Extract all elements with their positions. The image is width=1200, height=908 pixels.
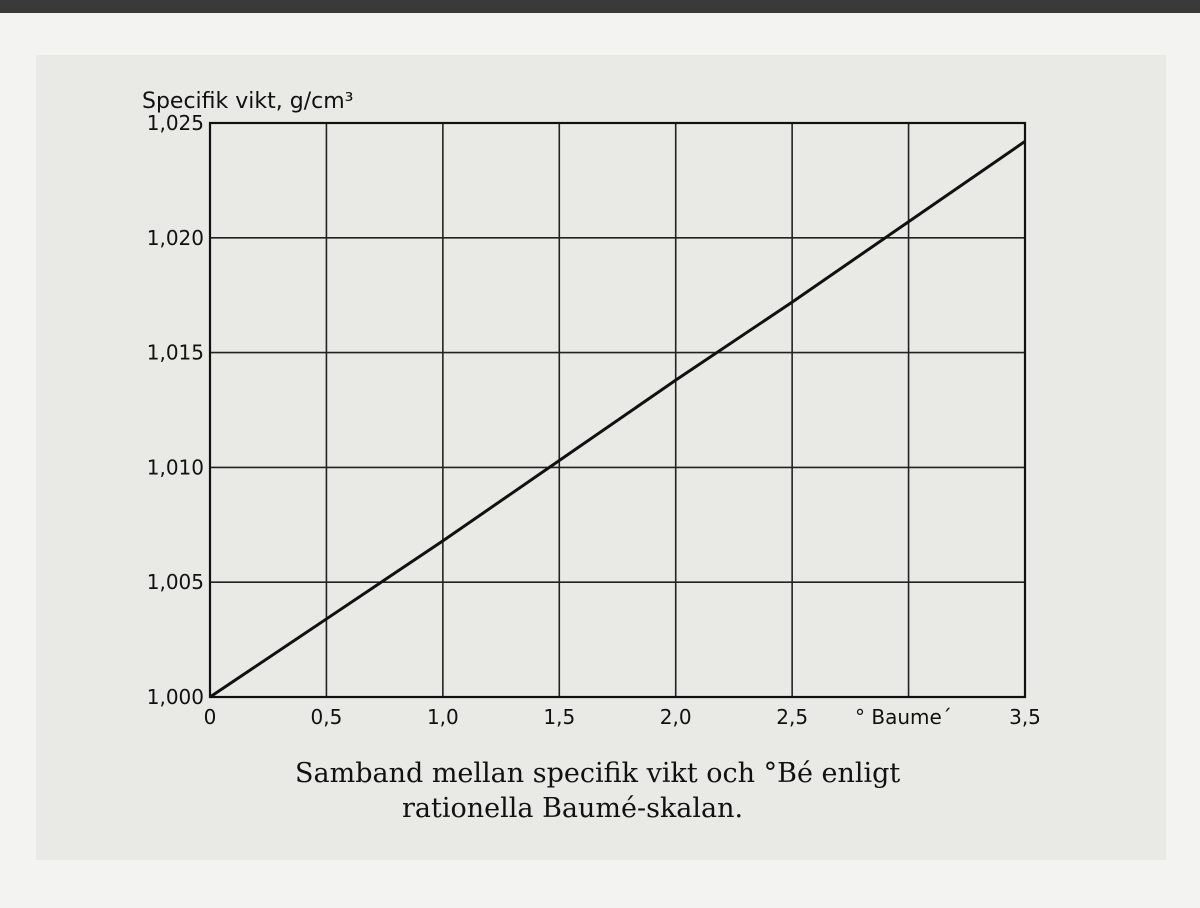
x-tick-label: 2,0: [660, 705, 692, 729]
data-line: [209, 140, 1026, 699]
chart-paper: [36, 55, 1166, 860]
photo-border: [0, 0, 1200, 13]
plot-frame: [208, 121, 1027, 699]
x-tick-label: 3,5: [1009, 705, 1041, 729]
tick-labels: 0 0,5 1,0 1,5 2,0 2,5 3,5 1,000 1,005 1,010 1,015 1…: [147, 111, 1041, 729]
x-tick-label: 0: [204, 705, 217, 729]
y-axis-label: Specifik vikt, g/cm³: [142, 89, 353, 114]
caption-line-2: rationella Baumé-skalan.: [402, 793, 744, 824]
x-tick-label: 1,5: [543, 705, 575, 729]
x-tick-label: 1,0: [427, 705, 459, 729]
x-axis-label: ° Baume´: [855, 705, 952, 729]
series: [209, 140, 1026, 699]
y-tick-label: 1,015: [147, 341, 204, 365]
y-tick-label: 1,025: [147, 111, 204, 135]
caption-line-1: Samband mellan specifik vikt och °Bé enl…: [295, 758, 901, 789]
grid: [208, 121, 1027, 699]
x-tick-label: 0,5: [311, 705, 343, 729]
y-tick-label: 1,010: [147, 455, 204, 479]
y-tick-label: 1,005: [147, 570, 204, 594]
x-tick-label: 2,5: [776, 705, 808, 729]
y-tick-label: 1,020: [147, 226, 204, 250]
y-tick-label: 1,000: [147, 685, 204, 709]
